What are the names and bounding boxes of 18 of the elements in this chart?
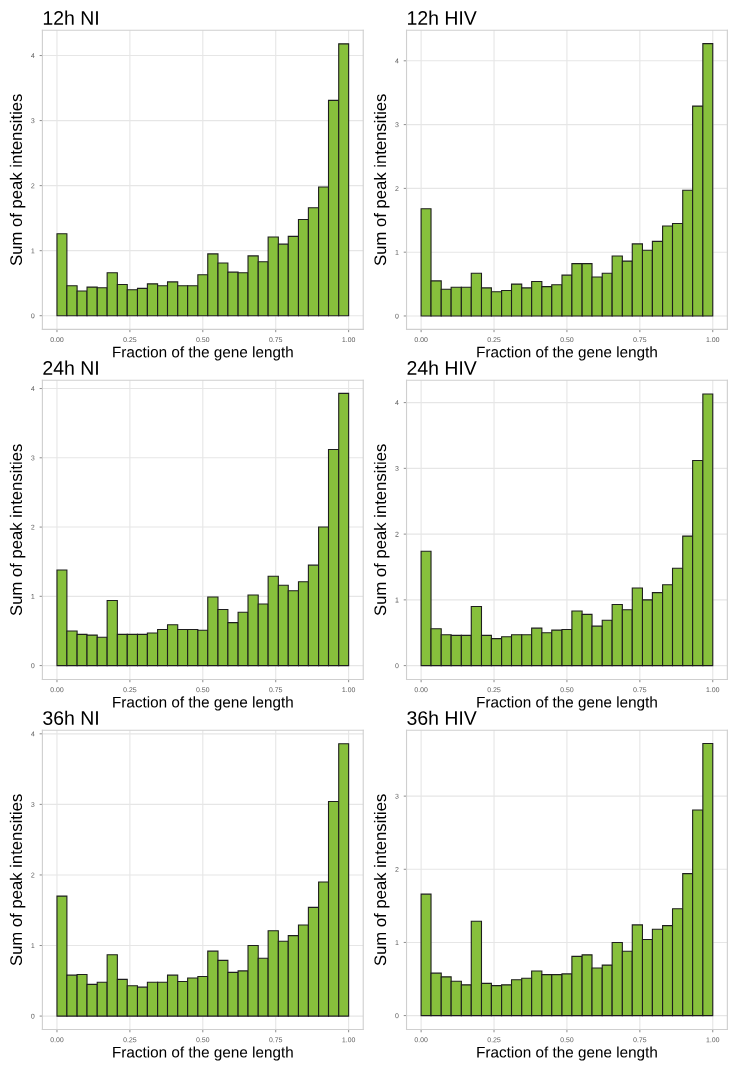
chart-title: 12h NI	[43, 10, 98, 25]
y-axis-title: Sum of peak intensities	[373, 794, 390, 966]
y-axis-title: Sum of peak intensities	[373, 94, 390, 266]
x-axis-title: Fraction of the gene length	[113, 696, 293, 711]
chart-title: 36h NI	[43, 710, 98, 725]
chart-title: 36h HIV	[407, 710, 477, 725]
chart-title: 24h NI	[43, 360, 98, 375]
x-axis-title: Fraction of the gene length	[477, 346, 657, 361]
y-axis-title: Sum of peak intensities	[9, 794, 26, 966]
y-axis-title: Sum of peak intensities	[373, 444, 390, 616]
x-axis-title: Fraction of the gene length	[113, 1046, 293, 1061]
x-axis-title: Fraction of the gene length	[477, 696, 657, 711]
x-axis-title: Fraction of the gene length	[113, 346, 293, 361]
chart-title: 24h HIV	[407, 360, 477, 375]
y-axis-title: Sum of peak intensities	[9, 94, 26, 266]
chart-title: 12h HIV	[408, 10, 477, 25]
x-axis-title: Fraction of the gene length	[477, 1046, 657, 1061]
y-axis-title: Sum of peak intensities	[9, 444, 26, 616]
